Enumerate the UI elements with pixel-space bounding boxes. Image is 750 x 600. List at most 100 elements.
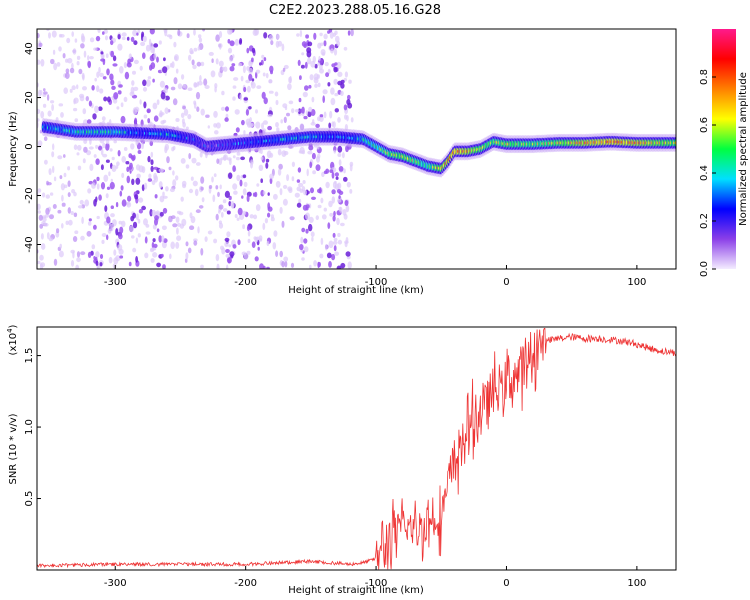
noise-speckle: [217, 191, 220, 197]
noise-speckle: [330, 87, 335, 95]
noise-speckle: [212, 194, 216, 203]
noise-speckle: [299, 75, 302, 80]
noise-speckle: [267, 206, 273, 212]
noise-speckle: [112, 63, 118, 67]
noise-speckle: [225, 106, 229, 112]
noise-speckle: [301, 257, 305, 261]
noise-speckle: [104, 205, 108, 213]
spectrogram-y-tick-label: 40: [24, 42, 35, 55]
noise-speckle: [343, 104, 348, 111]
noise-speckle: [192, 180, 198, 187]
noise-speckle: [144, 182, 148, 190]
noise-speckle: [263, 57, 267, 62]
spectrogram-y-tick-label: 0: [24, 143, 35, 149]
noise-speckle: [255, 69, 261, 74]
noise-speckle: [150, 151, 154, 158]
noise-speckle: [337, 232, 341, 238]
noise-speckle: [76, 61, 80, 66]
noise-speckle: [69, 67, 75, 74]
noise-speckle: [232, 96, 236, 101]
noise-speckle: [99, 254, 104, 259]
noise-speckle: [95, 196, 98, 203]
noise-speckle: [233, 190, 238, 195]
snr-x-tick-label: -300: [104, 578, 127, 589]
noise-speckle: [152, 46, 155, 54]
noise-speckle: [175, 118, 180, 122]
noise-speckle: [311, 152, 316, 160]
noise-speckle: [66, 37, 71, 44]
noise-speckle: [319, 64, 323, 71]
noise-speckle: [307, 150, 313, 155]
noise-speckle: [74, 230, 79, 234]
noise-speckle: [218, 204, 224, 210]
noise-speckle: [325, 181, 330, 189]
noise-speckle: [246, 194, 250, 202]
noise-speckle: [143, 114, 148, 119]
noise-speckle: [180, 158, 186, 164]
noise-speckle: [323, 33, 328, 40]
noise-speckle: [305, 34, 309, 39]
noise-speckle: [330, 48, 334, 54]
noise-speckle: [306, 50, 312, 58]
noise-speckle: [169, 188, 175, 193]
noise-speckle: [208, 51, 214, 56]
noise-speckle: [158, 168, 164, 173]
noise-speckle: [265, 72, 269, 79]
noise-speckle: [317, 261, 320, 269]
noise-speckle: [308, 144, 314, 151]
noise-speckle: [166, 34, 172, 38]
noise-speckle: [216, 263, 220, 269]
noise-speckle: [221, 90, 225, 96]
noise-speckle: [67, 180, 71, 187]
noise-speckle: [110, 40, 114, 46]
noise-speckle: [102, 76, 107, 80]
noise-speckle: [308, 216, 314, 223]
noise-speckle: [37, 140, 43, 147]
noise-speckle: [67, 57, 73, 64]
noise-speckle: [197, 226, 200, 234]
noise-speckle: [44, 159, 48, 165]
noise-speckle: [324, 243, 328, 251]
noise-speckle: [215, 34, 220, 42]
noise-speckle: [110, 178, 114, 183]
noise-speckle: [307, 57, 312, 65]
noise-speckle: [145, 224, 150, 228]
noise-speckle: [83, 50, 87, 58]
noise-speckle: [291, 176, 295, 182]
noise-speckle: [227, 39, 231, 44]
noise-speckle: [275, 180, 281, 188]
noise-speckle: [86, 119, 92, 125]
noise-speckle: [159, 211, 164, 217]
noise-speckle: [127, 195, 132, 202]
noise-speckle: [161, 235, 165, 243]
noise-speckle: [237, 207, 243, 216]
noise-speckle: [130, 36, 135, 43]
noise-speckle: [50, 100, 55, 104]
noise-speckle: [61, 194, 64, 202]
snr-y-tick-label: 1.5: [24, 348, 35, 364]
noise-speckle: [65, 220, 69, 225]
noise-speckle: [95, 260, 99, 266]
noise-speckle: [343, 176, 348, 182]
noise-speckle: [141, 31, 145, 38]
noise-speckle: [258, 164, 264, 171]
noise-speckle: [200, 176, 205, 184]
noise-speckle: [153, 243, 158, 248]
spectrogram-ridge: [41, 118, 676, 178]
noise-speckle: [248, 106, 252, 110]
noise-speckle: [276, 127, 280, 132]
noise-speckle: [128, 53, 132, 60]
spectrogram-x-tick-label: 100: [627, 277, 646, 288]
noise-speckle: [331, 171, 335, 179]
noise-speckle: [328, 200, 333, 208]
noise-speckle: [43, 136, 48, 141]
noise-speckle: [187, 87, 193, 91]
noise-speckle: [316, 74, 320, 79]
noise-speckle: [227, 29, 233, 35]
noise-speckle: [228, 172, 233, 179]
noise-speckle: [182, 105, 186, 110]
noise-speckle: [76, 152, 80, 156]
noise-speckle: [281, 261, 285, 268]
noise-speckle: [133, 40, 138, 46]
noise-speckle: [267, 192, 270, 196]
